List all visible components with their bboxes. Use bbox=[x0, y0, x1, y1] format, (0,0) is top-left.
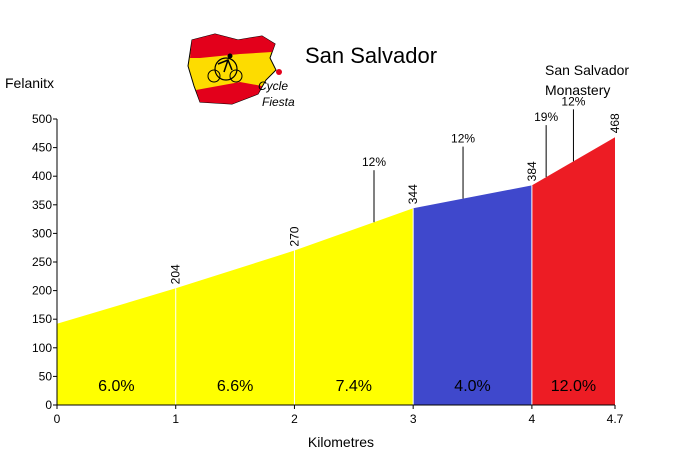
max-gradient-label-4: 12% bbox=[561, 94, 585, 108]
cyclist-wheel-rear bbox=[207, 69, 221, 83]
y-tick-label-1: 50 bbox=[39, 369, 53, 383]
elevation-label-2: 270 bbox=[287, 226, 301, 246]
y-tick-label-4: 200 bbox=[32, 284, 52, 298]
elevation-label-1: 204 bbox=[169, 264, 183, 284]
x-tick-label-1: 1 bbox=[172, 412, 179, 426]
y-tick-label-8: 400 bbox=[32, 169, 52, 183]
elevation-label-4: 384 bbox=[525, 161, 539, 181]
max-gradient-label-2: 12% bbox=[451, 132, 475, 146]
end-location-label-line1: San Salvador bbox=[545, 62, 629, 78]
spain-flag-red-bottom bbox=[196, 82, 262, 104]
x-tick-label-2: 2 bbox=[291, 412, 298, 426]
chart-title: San Salvador bbox=[305, 43, 437, 68]
x-tick-label-3: 3 bbox=[410, 412, 417, 426]
logo-text-cycle: Cycle bbox=[258, 79, 288, 93]
y-tick-label-6: 300 bbox=[32, 226, 52, 240]
elevation-label-3: 344 bbox=[406, 184, 420, 204]
spain-flag-red-top bbox=[190, 34, 275, 58]
gradient-label-4: 4.0% bbox=[454, 378, 490, 395]
y-tick-label-9: 450 bbox=[32, 141, 52, 155]
profile-segment-4 bbox=[413, 185, 532, 405]
cyclist-head bbox=[227, 53, 233, 59]
cyclist-body bbox=[217, 59, 233, 73]
profile-segment-1 bbox=[57, 288, 176, 405]
max-gradient-label-1: 12% bbox=[362, 155, 386, 169]
cyclist-icon bbox=[214, 57, 238, 81]
gradient-label-3: 7.4% bbox=[336, 378, 372, 395]
x-tick-label-0: 0 bbox=[54, 412, 61, 426]
x-tick-label-4: 4 bbox=[529, 412, 536, 426]
profile-segment-5 bbox=[531, 137, 615, 405]
gradient-label-2: 6.6% bbox=[217, 378, 253, 395]
y-tick-label-5: 250 bbox=[32, 255, 52, 269]
cyclist-wheel-front bbox=[229, 69, 243, 83]
logo-text-fiesta: Fiesta bbox=[262, 95, 295, 109]
logo-dot-icon bbox=[276, 69, 282, 75]
x-tick-label-5: 4.7 bbox=[607, 412, 624, 426]
profile-segment-3 bbox=[294, 208, 414, 405]
y-tick-label-3: 150 bbox=[32, 312, 52, 326]
elevation-label-5: 468 bbox=[608, 113, 622, 133]
start-location-label: Felanitx bbox=[5, 75, 54, 91]
plot-area: 6.0% 6.6% 7.4% 4.0% 12.0%20427034438446812%1… bbox=[32, 94, 624, 426]
cycle-fiesta-logo: Cycle Fiesta bbox=[187, 33, 295, 109]
y-tick-label-0: 0 bbox=[45, 398, 52, 412]
y-tick-label-7: 350 bbox=[32, 198, 52, 212]
profile-segment-2 bbox=[175, 250, 295, 405]
y-tick-label-2: 100 bbox=[32, 341, 52, 355]
gradient-label-5: 12.0% bbox=[551, 378, 596, 395]
gradient-label-1: 6.0% bbox=[98, 378, 134, 395]
y-tick-label-10: 500 bbox=[32, 112, 52, 126]
max-gradient-label-3: 19% bbox=[534, 110, 558, 124]
end-location-label-line2: Monastery bbox=[545, 82, 610, 98]
x-axis-title: Kilometres bbox=[308, 434, 374, 450]
